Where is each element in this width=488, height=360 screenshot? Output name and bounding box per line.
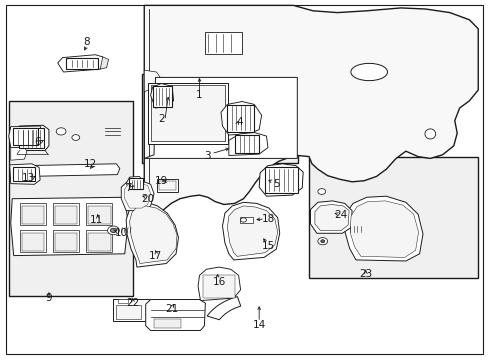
Bar: [116, 305, 141, 319]
Circle shape: [110, 228, 116, 233]
Text: 2: 2: [158, 114, 164, 124]
Polygon shape: [129, 206, 177, 264]
Polygon shape: [9, 126, 43, 148]
Bar: [147, 83, 228, 144]
Polygon shape: [344, 196, 422, 261]
Text: 20: 20: [141, 194, 154, 204]
Bar: [128, 178, 143, 189]
Bar: [142, 74, 298, 163]
Text: 12: 12: [83, 159, 97, 169]
Text: 8: 8: [83, 37, 90, 48]
Bar: [53, 230, 79, 252]
Text: 3: 3: [204, 150, 211, 161]
Polygon shape: [144, 5, 477, 216]
Bar: [118, 299, 128, 303]
Polygon shape: [259, 164, 303, 196]
Text: 14: 14: [252, 320, 265, 330]
Bar: [154, 319, 181, 328]
Circle shape: [317, 189, 325, 194]
Text: 15: 15: [261, 240, 274, 251]
Text: 7: 7: [124, 183, 131, 193]
Polygon shape: [310, 201, 351, 233]
Bar: [203, 275, 234, 298]
Text: 13: 13: [21, 173, 35, 183]
Polygon shape: [207, 297, 240, 320]
Circle shape: [56, 128, 66, 135]
Bar: [205, 32, 242, 54]
Polygon shape: [145, 300, 205, 330]
Polygon shape: [314, 204, 348, 230]
Bar: [9, 101, 133, 296]
Polygon shape: [24, 164, 120, 176]
Bar: [264, 167, 297, 193]
Bar: [113, 299, 148, 321]
Text: 22: 22: [126, 298, 140, 308]
Bar: [20, 230, 46, 252]
Bar: [157, 179, 178, 192]
Polygon shape: [227, 206, 277, 256]
Text: 6: 6: [34, 137, 41, 147]
Text: 18: 18: [261, 214, 274, 224]
Text: 9: 9: [45, 293, 52, 303]
Text: 1: 1: [196, 90, 203, 100]
Bar: [234, 135, 259, 153]
Polygon shape: [124, 184, 150, 208]
Polygon shape: [126, 176, 144, 192]
Bar: [21, 233, 44, 251]
Text: 4: 4: [236, 117, 243, 127]
Text: 17: 17: [148, 251, 162, 261]
Circle shape: [107, 226, 119, 235]
Bar: [20, 203, 46, 225]
Text: 16: 16: [212, 276, 225, 287]
Text: 19: 19: [154, 176, 168, 186]
Polygon shape: [221, 102, 261, 135]
Polygon shape: [144, 77, 297, 158]
Polygon shape: [11, 146, 27, 160]
Circle shape: [72, 135, 80, 140]
Bar: [53, 203, 79, 225]
Bar: [21, 206, 44, 224]
Bar: [239, 217, 253, 223]
Text: 11: 11: [90, 215, 103, 225]
Bar: [86, 203, 112, 225]
Bar: [86, 230, 112, 252]
Polygon shape: [150, 84, 173, 108]
Polygon shape: [228, 132, 267, 156]
Bar: [226, 104, 253, 131]
Bar: [13, 128, 38, 145]
Polygon shape: [222, 202, 279, 260]
Bar: [55, 233, 77, 251]
Text: 5: 5: [272, 179, 279, 189]
Ellipse shape: [350, 63, 386, 81]
Circle shape: [320, 240, 324, 243]
Polygon shape: [198, 267, 240, 301]
Text: 10: 10: [115, 228, 127, 238]
Text: 24: 24: [334, 210, 347, 220]
Bar: [308, 157, 477, 278]
Polygon shape: [11, 197, 128, 256]
Polygon shape: [58, 55, 105, 72]
Text: 21: 21: [165, 304, 179, 314]
Text: 23: 23: [358, 269, 372, 279]
Bar: [55, 206, 77, 224]
Bar: [88, 233, 110, 251]
Polygon shape: [121, 181, 154, 211]
Bar: [150, 85, 225, 141]
Polygon shape: [15, 125, 49, 150]
Bar: [159, 181, 176, 190]
Polygon shape: [144, 70, 161, 92]
Bar: [66, 58, 98, 69]
Polygon shape: [126, 202, 178, 267]
Bar: [14, 167, 36, 181]
Polygon shape: [10, 164, 40, 184]
Polygon shape: [100, 57, 108, 69]
Circle shape: [317, 238, 327, 245]
Circle shape: [240, 218, 246, 222]
Bar: [88, 206, 110, 224]
Bar: [19, 128, 44, 148]
Polygon shape: [349, 201, 418, 257]
Bar: [152, 86, 172, 107]
Ellipse shape: [424, 129, 435, 139]
